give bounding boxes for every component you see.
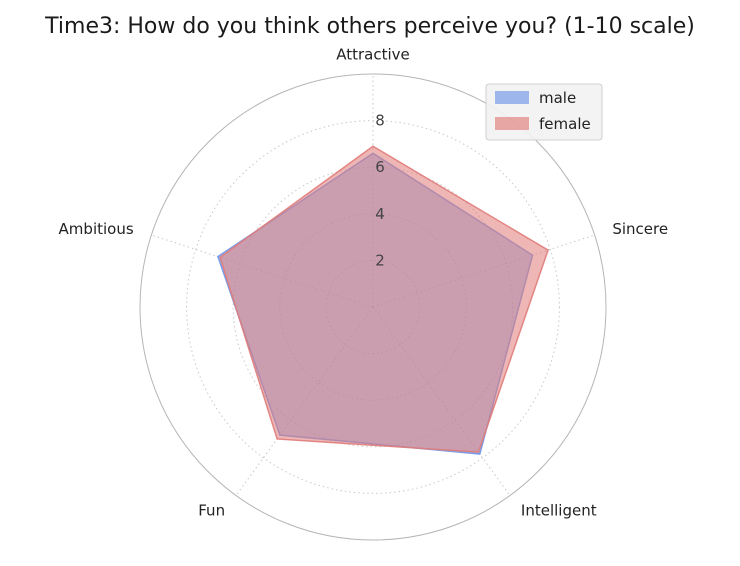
grid-spoke [235,306,374,496]
legend-swatch-male [495,91,529,104]
r-tick-label: 8 [375,112,385,130]
series-point-female [276,438,278,440]
label-layer: 2 4 6 8 Attractive Sincere Intelligent Fun Ambit… [59,45,669,519]
grid-spoke [372,234,595,308]
legend: male female [485,83,603,141]
grid-circle [186,120,560,494]
axis-label-sincere: Sincere [612,220,668,238]
series-area-female [219,145,549,453]
chart-title: Time3: How do you think others perceive … [45,14,695,39]
legend-label-female: female [539,115,591,133]
series-point-female [477,451,480,453]
r-tick-label: 6 [375,158,385,176]
grid-spoke [151,234,374,308]
r-tick-label: 2 [375,251,385,269]
series-point-female [219,256,221,258]
series-point-male [217,255,219,258]
series-layer [216,145,549,455]
series-point-female [547,249,549,251]
axis-label-intelligent: Intelligent [521,502,597,520]
grid-spoke [372,306,511,496]
axis-label-attractive: Attractive [336,45,410,63]
legend-swatch-female [495,117,529,130]
series-point-female [372,145,374,147]
axis-label-fun: Fun [198,502,225,520]
r-tick-label: 4 [375,205,385,223]
series-point-male [479,453,481,455]
axis-label-ambitious: Ambitious [59,220,134,238]
legend-label-male: male [539,89,576,107]
outer-frame [139,73,607,541]
